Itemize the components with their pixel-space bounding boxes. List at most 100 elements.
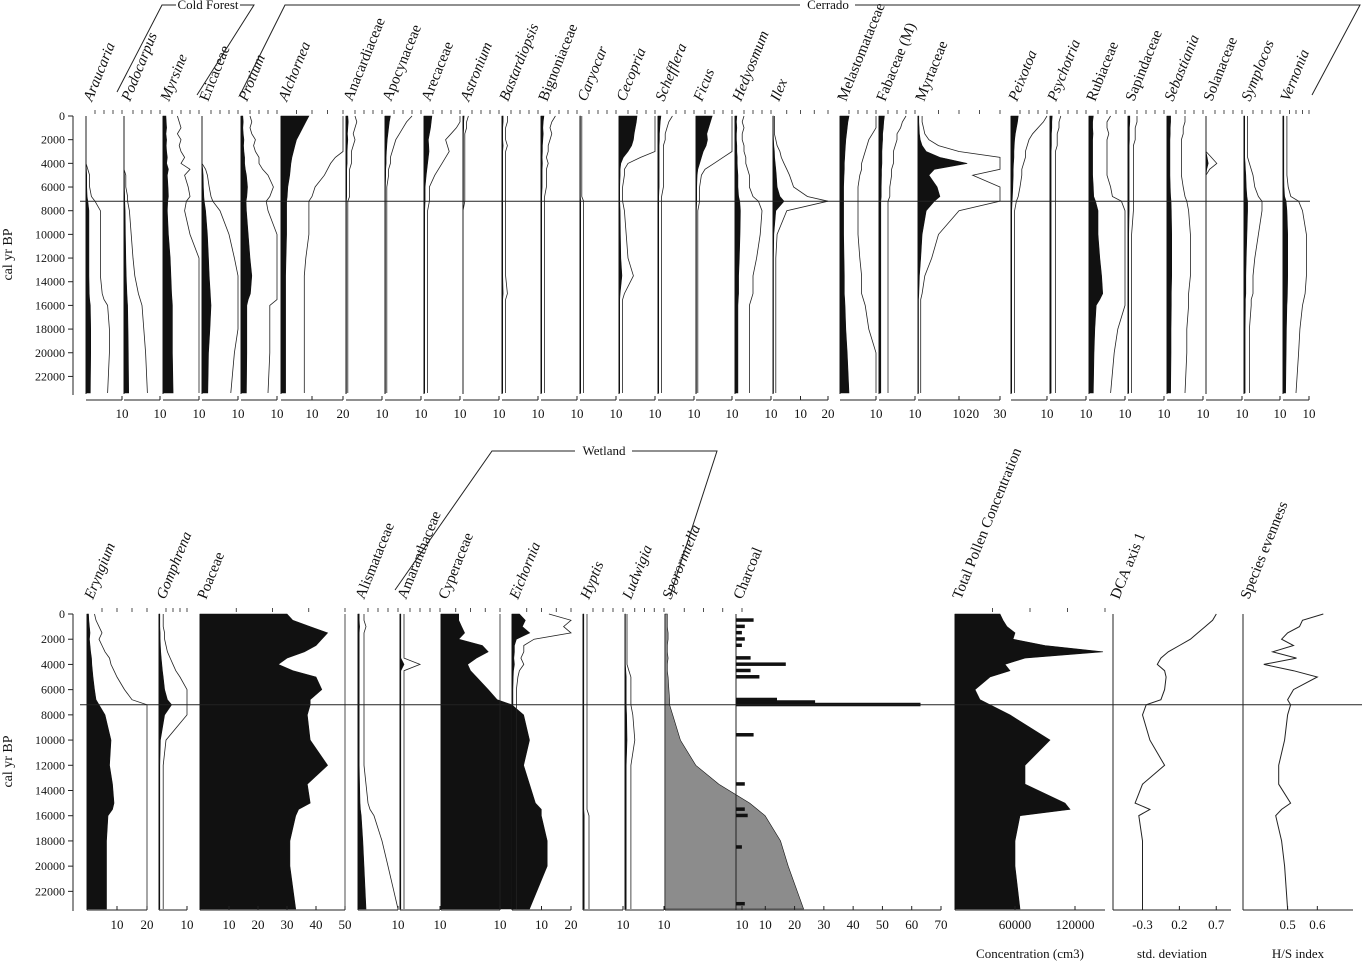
tick-label-fabaceae-m: 10	[909, 406, 922, 421]
area-apocynaceae	[384, 115, 391, 394]
area-myrtaceae	[917, 115, 968, 394]
area-poaceae	[199, 613, 329, 910]
panel-title-eryngium: Eryngium	[81, 540, 118, 602]
panel-title-total-pollen-concentration: Total Pollen Concentration	[950, 445, 1025, 601]
tick-label-poaceae: 20	[252, 917, 265, 932]
panel-title-alchornea: Alchornea	[275, 40, 314, 105]
axis-label-total-pollen-concentration: Concentration (cm3)	[976, 946, 1084, 961]
tick-label-anacardiaceae: 10	[376, 406, 389, 421]
tick-label-cyperaceae: 10	[494, 917, 507, 932]
panel-title-hyptis: Hyptis	[577, 559, 607, 602]
depth-tick-label: 0	[59, 109, 65, 123]
panel-title-astronium: Astronium	[457, 40, 495, 105]
group-label-cold-forest: Cold Forest	[177, 0, 238, 12]
exaggeration-line-amaranthaceae	[403, 614, 422, 909]
bar-charcoal	[736, 733, 754, 737]
exaggeration-line-ficus	[697, 116, 733, 393]
tick-label-myrtaceae: 10	[953, 406, 966, 421]
exaggeration-line-ilex	[774, 116, 829, 393]
exaggeration-line-apocynaceae	[386, 115, 413, 393]
exaggeration-line-vernonia	[1286, 116, 1307, 394]
exaggeration-line-araucaria	[85, 116, 110, 394]
axis-label-species-evenness: H/S index	[1272, 946, 1325, 961]
exaggeration-line-sapindaceae	[1131, 116, 1138, 393]
exaggeration-line-anacardiaceae	[347, 115, 358, 393]
area-araucaria	[85, 116, 91, 394]
depth-tick-label: 2000	[41, 133, 65, 147]
tick-label-ericaceae: 10	[232, 406, 245, 421]
depth-tick-label: 10000	[35, 227, 65, 241]
exaggeration-line-myrsine	[176, 115, 200, 393]
panel-title-eichornia: Eichornia	[506, 540, 544, 603]
tick-label-myrsine: 10	[193, 406, 206, 421]
area-symplocos	[1243, 115, 1248, 394]
tick-label-alchornea: 20	[337, 406, 350, 421]
exaggeration-line-alchornea	[303, 116, 344, 393]
exaggeration-line-eryngium	[94, 613, 148, 909]
exaggeration-line-fabaceae-m	[887, 115, 907, 393]
panel-title-charcoal: Charcoal	[731, 545, 766, 601]
panel-title-bignoniaceae: Bignoniaceae	[536, 22, 582, 104]
bar-charcoal	[736, 813, 748, 818]
panel-title-ficus: Ficus	[690, 66, 718, 104]
tick-label-eryngium: 10	[111, 917, 124, 932]
area-sebastiania	[1166, 115, 1172, 394]
panel-title-alismataceae: Alismataceae	[353, 520, 398, 601]
tick-label-psychotria: 10	[1080, 406, 1093, 421]
area-rubiaceae	[1088, 115, 1104, 394]
panel-title-arecaceae: Arecaceae	[419, 39, 457, 103]
axis-label-dca-axis-1: std. deviation	[1137, 946, 1208, 961]
panel-title-araucaria: Araucaria	[80, 40, 118, 104]
panel-title-bastardiopsis: Bastardiopsis	[497, 21, 543, 103]
exaggeration-line-symplocos	[1247, 116, 1263, 393]
tick-label-charcoal: 20	[788, 917, 801, 932]
area-bastardiopsis	[501, 115, 504, 394]
panel-title-sporormiella: Sporormiella	[660, 523, 704, 602]
area-schefflera	[657, 115, 662, 394]
exaggeration-line-podocarpus	[123, 116, 148, 394]
exaggeration-line-ludwigia	[626, 614, 636, 909]
tick-label-dca-axis-1: 0.2	[1171, 917, 1187, 932]
bar-charcoal	[736, 662, 786, 666]
depth-axis-label: cal yr BP	[1, 735, 16, 787]
tick-label-poaceae: 30	[281, 917, 294, 932]
exaggeration-line-bastardiopsis	[505, 116, 508, 393]
exaggeration-line-solanaceae	[1205, 116, 1218, 393]
area-ericaceae	[201, 116, 212, 394]
panel-title-apocynaceae: Apocynaceae	[380, 22, 425, 103]
panel-title-myrsine: Myrsine	[157, 52, 191, 105]
area-cyperaceae	[440, 613, 548, 910]
depth-tick-label: 6000	[41, 683, 65, 697]
tick-label-ilex: 20	[822, 406, 835, 421]
tick-label-bastardiopsis: 10	[532, 406, 545, 421]
bar-charcoal	[736, 643, 742, 648]
panel-title-schefflera: Schefflera	[653, 41, 691, 103]
tick-label-gomphrena: 10	[181, 917, 194, 932]
area-total-pollen-concentration	[954, 613, 1104, 910]
depth-tick-label: 16000	[35, 298, 65, 312]
tick-label-rubiaceae: 10	[1119, 406, 1132, 421]
tick-label-myrtaceae: 20	[966, 406, 979, 421]
tick-label-vernonia: 10	[1303, 406, 1316, 421]
tick-label-dca-axis-1: -0.3	[1132, 917, 1153, 932]
bar-charcoal	[736, 845, 742, 849]
panel-title-podocarpus: Podocarpus	[118, 30, 160, 104]
exaggeration-line-myrtaceae	[920, 116, 1001, 393]
exaggeration-line-alismataceae	[363, 614, 399, 910]
panel-title-ericaceae: Ericaceae	[197, 43, 234, 103]
area-alchornea	[280, 115, 310, 394]
exaggeration-line-protium	[249, 115, 278, 394]
group-bracket-wetland	[632, 450, 718, 597]
panel-title-hedyosmum: Hedyosmum	[729, 29, 772, 105]
tick-label-eryngium: 20	[141, 917, 154, 932]
tick-label-hedyosmum: 10	[765, 406, 778, 421]
exaggeration-line-bignoniaceae	[544, 115, 556, 393]
exaggeration-line-sebastiania	[1181, 116, 1191, 394]
tick-label-charcoal: 50	[876, 917, 889, 932]
exaggeration-line-psychotria	[1055, 115, 1062, 393]
tick-label-araucaria: 10	[116, 406, 129, 421]
depth-tick-label: 16000	[35, 809, 65, 823]
area-hedyosmum	[734, 115, 741, 394]
panel-title-ludwigia: Ludwigia	[619, 543, 655, 602]
